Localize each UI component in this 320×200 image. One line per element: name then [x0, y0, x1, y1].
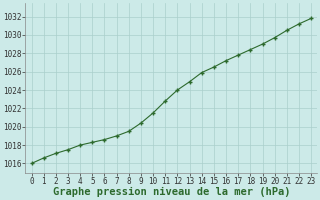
- X-axis label: Graphe pression niveau de la mer (hPa): Graphe pression niveau de la mer (hPa): [52, 187, 290, 197]
